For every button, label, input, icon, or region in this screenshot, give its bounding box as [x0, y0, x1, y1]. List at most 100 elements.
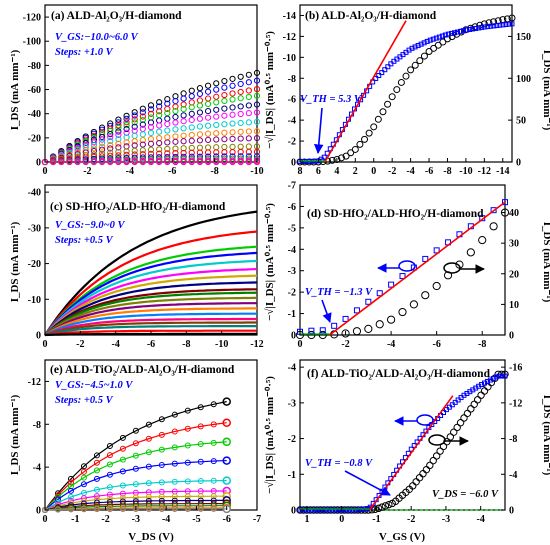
x-tick-label: -2	[101, 514, 109, 525]
curve-point	[164, 105, 171, 113]
panel-a-ylabel: I_DS (mA mm⁻¹)	[9, 49, 21, 130]
curve-point	[147, 154, 155, 161]
curve-point	[115, 116, 122, 123]
panel-f-ylabel-right: I_DS (mA mm⁻¹)	[541, 395, 550, 476]
panel-d-marks	[295, 199, 510, 340]
ids-point	[460, 414, 468, 422]
panel-f-sqrt-marker-ellipse	[416, 414, 434, 426]
x-tick-label: -3	[442, 514, 450, 525]
ids-point	[450, 428, 458, 436]
sqrt-ids-point	[448, 30, 454, 36]
curve-point	[107, 131, 114, 138]
curve-point	[123, 125, 130, 133]
ids-point	[489, 222, 498, 231]
ids-point	[307, 330, 316, 340]
curve-line	[44, 401, 227, 511]
panel-a-gate-range: V_GS:−10.0~6.0 V	[55, 32, 139, 43]
curve-point	[93, 475, 100, 482]
curve-point	[229, 148, 236, 156]
curve-point	[90, 130, 98, 137]
curve-point	[172, 145, 179, 152]
curve-point	[123, 112, 130, 119]
panel-d-ticks: 0 -2 -4 -6 -8 0 -1 -2 -3 -4 -5 -6 -7 0 10 20 30 40	[288, 181, 519, 351]
curve-point	[123, 115, 130, 122]
curve-point	[221, 105, 228, 112]
y-right-tick-label: 0	[509, 331, 514, 342]
curve-point	[213, 86, 220, 93]
sqrt-ids-point	[500, 22, 506, 28]
ids-point	[477, 391, 485, 399]
x-tick-label: 0	[298, 339, 303, 350]
sqrt-ids-point	[388, 281, 395, 288]
curve-point	[139, 154, 146, 161]
y-tick-label: -6	[288, 202, 296, 213]
ids-point	[436, 447, 444, 455]
y-tick-label: -10	[283, 53, 296, 64]
curve-point	[164, 120, 171, 128]
panel-a-steps: Steps: +1.0 V	[55, 47, 114, 58]
sqrt-ids-point	[358, 97, 364, 103]
curve-point	[221, 77, 228, 85]
x-tick-label: 0	[43, 339, 48, 350]
x-tick-label: -12	[478, 166, 491, 177]
panel-d-ids-marker-ellipse	[443, 262, 461, 274]
panel-f-vth-arrow	[344, 470, 391, 496]
curve-point	[221, 91, 228, 99]
y-right-tick-label: -4	[509, 470, 517, 481]
curve-point	[237, 88, 244, 96]
ids-point	[342, 152, 350, 160]
curve-point	[180, 90, 187, 97]
ids-point	[432, 452, 441, 460]
sqrt-ids-point	[312, 507, 318, 513]
curve-point	[245, 135, 252, 142]
curve-point	[237, 103, 244, 110]
x-tick-label: -7	[253, 514, 261, 525]
sqrt-ids-point	[490, 207, 497, 214]
curve-point	[156, 117, 163, 124]
sqrt-ids-point	[454, 29, 460, 35]
sqrt-ids-point	[430, 36, 436, 42]
curve-point	[67, 494, 74, 501]
curve-point	[180, 95, 187, 102]
y-tick-label: -100	[23, 37, 41, 48]
curve-point	[229, 75, 236, 82]
ids-point	[411, 61, 419, 69]
sqrt-ids-point	[473, 25, 479, 31]
ids-point	[393, 86, 401, 94]
curve-point	[139, 121, 146, 128]
curve-point	[93, 467, 100, 474]
panel-f-ticks: 1 0 -1 -2 -3 -40-1-2-3-40-4-8-12-16	[288, 363, 523, 525]
curve-point	[156, 146, 163, 153]
curve-line	[44, 490, 227, 511]
ids-point	[379, 108, 387, 116]
panel-a: 0 -2 -4 -6 -8 -100-20-40-60-80-100-120 (a) AL…	[9, 4, 264, 177]
y-tick-label: -4	[33, 463, 41, 474]
curve-point	[237, 135, 244, 142]
x-tick-label: -1	[372, 514, 380, 525]
curve-point	[172, 119, 179, 126]
curve-point	[115, 124, 122, 132]
curve-point	[213, 93, 220, 100]
sqrt-ids-point	[506, 21, 512, 27]
curve-point	[156, 128, 163, 135]
curve-point	[213, 113, 220, 120]
curve-point	[245, 119, 252, 126]
sqrt-ids-point	[491, 23, 497, 29]
curve-point	[80, 468, 87, 475]
curve-line	[44, 251, 258, 336]
curve-point	[123, 148, 130, 155]
curve-point	[123, 151, 130, 158]
ids-point	[375, 320, 384, 329]
panel-e-gate-range: V_GS:−4.5~1.0 V	[55, 380, 133, 391]
curve-point	[164, 127, 171, 134]
x-tick-label: -2	[83, 166, 91, 177]
curve-point	[131, 109, 138, 116]
curve-point	[164, 134, 171, 141]
curve-point	[188, 110, 195, 117]
curve-point	[145, 421, 152, 428]
panel-c-title: (c) SD-HfO₂/ALD-HfO₂/H-diamond	[50, 201, 226, 213]
curve-point	[196, 115, 204, 122]
curve-point	[196, 149, 204, 156]
curve-point	[221, 84, 228, 91]
curve-point	[139, 147, 146, 154]
